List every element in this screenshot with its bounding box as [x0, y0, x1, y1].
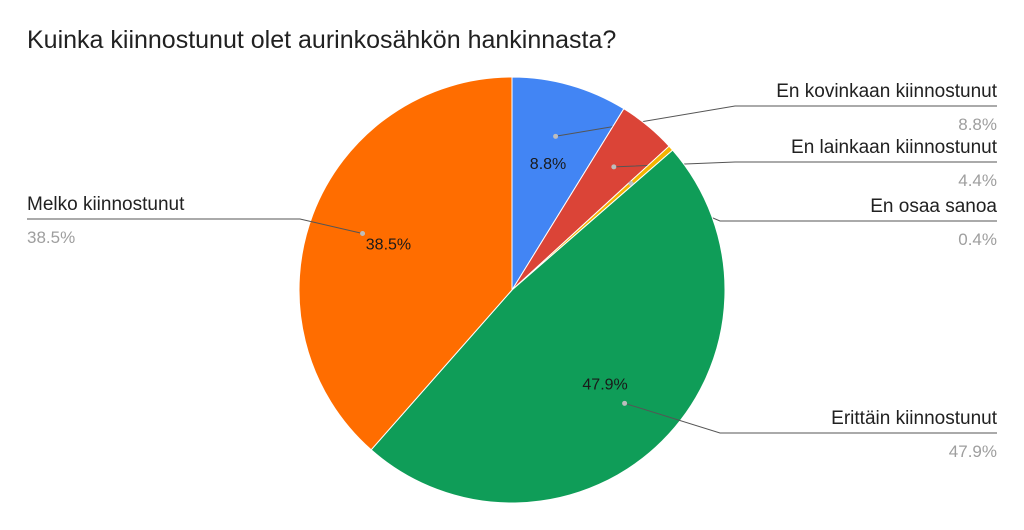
pie-slice-eritt-in-kiinnostunut — [370, 149, 726, 504]
slice-value-label: 38.5% — [366, 236, 411, 253]
legend-label-en-kovinkaan-kiinnostunut: En kovinkaan kiinnostunut — [776, 81, 997, 102]
legend-label-en-osaa-sanoa: En osaa sanoa — [870, 196, 997, 217]
callout-dot — [553, 133, 559, 139]
slice-value-label: 8.8% — [530, 156, 566, 173]
legend-value-en-osaa-sanoa: 0.4% — [958, 230, 997, 249]
legend-label-melko-kiinnostunut: Melko kiinnostunut — [27, 194, 185, 215]
callout-dot — [611, 164, 617, 170]
callout-line — [624, 402, 997, 434]
legend-value-en-kovinkaan-kiinnostunut: 8.8% — [958, 115, 997, 134]
chart-title: Kuinka kiinnostunut olet aurinkosähkön h… — [27, 26, 617, 54]
slice-value-label: 47.9% — [582, 377, 627, 394]
pie-slice-en-kovinkaan-kiinnostunut — [511, 76, 625, 292]
callout-dot — [360, 231, 366, 237]
pie-slice-melko-kiinnostunut — [298, 76, 513, 451]
legend-label-eritt-in-kiinnostunut: Erittäin kiinnostunut — [831, 408, 998, 429]
callout-dot — [622, 400, 628, 406]
callout-line — [27, 218, 363, 234]
legend-value-eritt-in-kiinnostunut: 47.9% — [949, 442, 997, 461]
legend-value-en-lainkaan-kiinnostunut: 4.4% — [958, 171, 997, 190]
legend-value-melko-kiinnostunut: 38.5% — [27, 228, 75, 247]
legend-label-en-lainkaan-kiinnostunut: En lainkaan kiinnostunut — [791, 137, 998, 158]
